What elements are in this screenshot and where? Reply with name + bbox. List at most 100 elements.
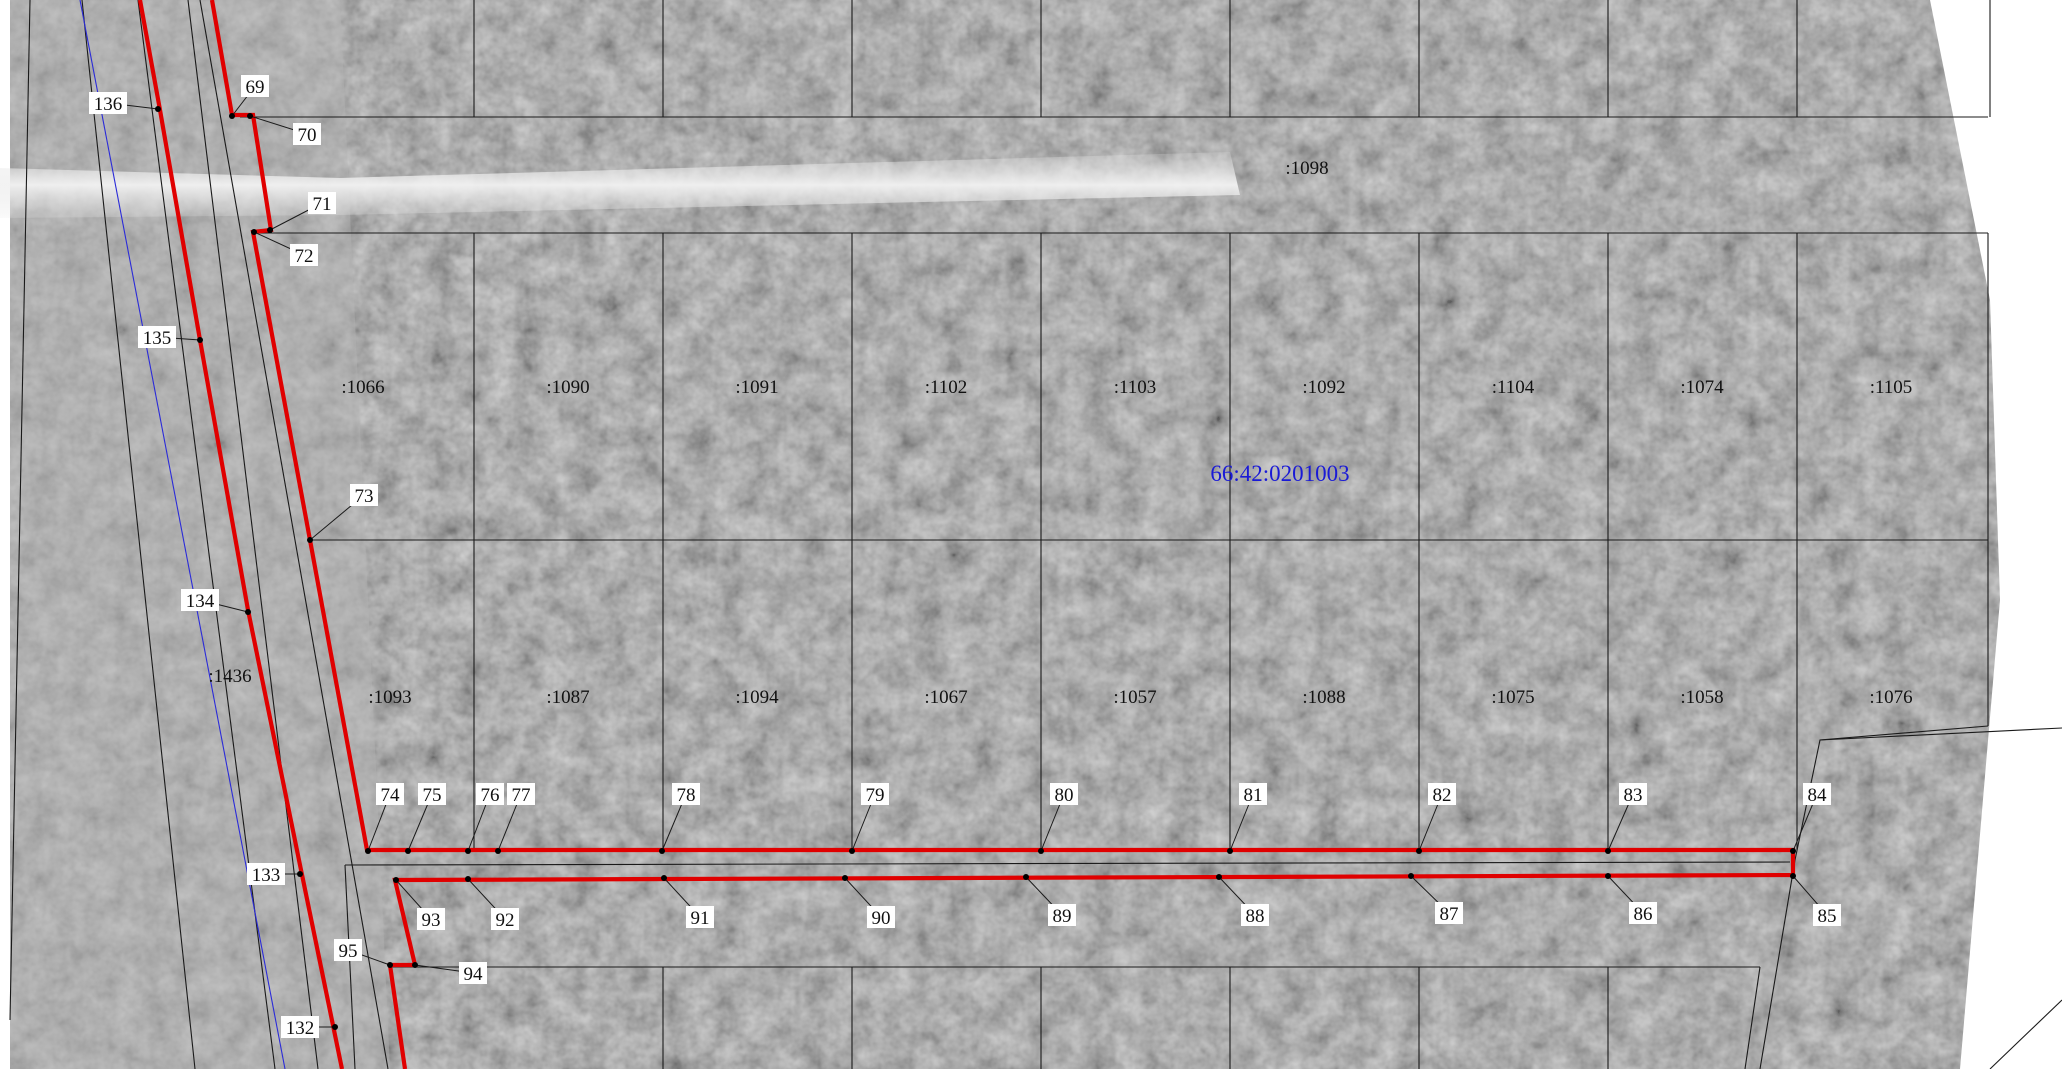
point-label: 85 [1818, 906, 1837, 927]
point-dot [1416, 848, 1422, 854]
point-marker: 73 [307, 484, 378, 543]
point-marker: 88 [1216, 874, 1269, 927]
point-marker: 76 [465, 783, 504, 854]
parcel-label: :1091 [735, 377, 778, 398]
point-label-box [1050, 783, 1078, 805]
point-marker: 70 [247, 113, 321, 146]
point-marker: 69 [229, 75, 269, 119]
parcel-label: :1436 [208, 666, 251, 687]
parcel-label: :1074 [1680, 377, 1724, 398]
point-marker: 136 [89, 92, 161, 115]
point-dot [1408, 873, 1414, 879]
point-marker: 71 [267, 192, 336, 233]
point-label-box [1239, 783, 1267, 805]
point-label-box [350, 484, 378, 506]
point-dot [155, 106, 161, 112]
parcel-label: :1087 [546, 687, 589, 708]
point-marker: 80 [1038, 783, 1078, 854]
point-dot [849, 848, 855, 854]
point-marker: 93 [393, 877, 445, 931]
point-label: 136 [94, 94, 123, 115]
point-dot [365, 848, 371, 854]
point-dot [659, 848, 665, 854]
block-number: 66:42:0201003 [1210, 461, 1349, 486]
point-label: 75 [423, 785, 442, 806]
point-label: 132 [286, 1018, 315, 1039]
point-marker: 75 [405, 783, 446, 854]
parcel-label: :1093 [368, 687, 411, 708]
point-label: 77 [512, 785, 531, 806]
point-marker: 87 [1408, 873, 1463, 925]
parcel-lines [240, 0, 2062, 1069]
point-label: 88 [1246, 906, 1265, 927]
point-dot [245, 609, 251, 615]
point-dot [387, 962, 393, 968]
point-dot [197, 337, 203, 343]
boundary-west-line [137, 0, 345, 1069]
point-marker: 78 [659, 783, 700, 854]
point-label: 80 [1055, 785, 1074, 806]
point-marker: 94 [412, 962, 487, 985]
point-marker: 72 [251, 229, 318, 267]
point-label: 83 [1624, 785, 1643, 806]
point-dot [251, 229, 257, 235]
point-label-box [281, 1016, 319, 1038]
axis-line [79, 0, 286, 1069]
parcel-label: :1092 [1302, 377, 1345, 398]
point-dot [1790, 848, 1796, 854]
point-marker: 79 [849, 783, 889, 854]
road-lines [9, 0, 1791, 1069]
parcel-label: :1058 [1680, 687, 1723, 708]
point-dot [1605, 873, 1611, 879]
point-label: 78 [677, 785, 696, 806]
point-label: 84 [1808, 785, 1828, 806]
point-label: 79 [866, 785, 885, 806]
point-label-box [507, 783, 535, 805]
parcel-label: :1094 [735, 687, 779, 708]
point-label: 135 [143, 328, 172, 349]
point-label-box [1803, 783, 1831, 805]
point-marker: 133 [247, 863, 303, 886]
point-dot [465, 848, 471, 854]
point-dot [661, 875, 667, 881]
point-label-box [1428, 783, 1456, 805]
point-label-box [686, 906, 714, 928]
point-label-box [1813, 904, 1841, 926]
point-dot [297, 871, 303, 877]
point-label: 87 [1440, 904, 1459, 925]
point-marker: 92 [465, 876, 519, 931]
point-marker: 132 [281, 1016, 338, 1039]
point-label-box [138, 326, 176, 348]
point-dot [495, 848, 501, 854]
point-label: 69 [246, 77, 265, 98]
point-dot [1023, 874, 1029, 880]
parcel-label: :1076 [1869, 687, 1912, 708]
point-marker: 90 [842, 875, 895, 929]
point-label: 94 [464, 964, 484, 985]
point-label-box [1241, 904, 1269, 926]
parcel-label: :1098 [1285, 158, 1328, 179]
point-label: 93 [422, 910, 441, 931]
point-label-box [241, 75, 269, 97]
point-label-box [867, 906, 895, 928]
parcel-label: :1057 [1113, 687, 1156, 708]
parcel-label: :1104 [1492, 377, 1535, 398]
point-marker: 135 [138, 326, 203, 349]
point-label: 92 [496, 910, 515, 931]
point-label-box [247, 863, 285, 885]
point-label-box [181, 589, 219, 611]
point-label-box [476, 783, 504, 805]
point-dot [247, 113, 253, 119]
point-marker: 91 [661, 875, 714, 929]
point-label: 133 [252, 865, 281, 886]
point-dot [267, 227, 273, 233]
point-markers: 69 70 71 72 73 74 75 76 77 78 79 80 81 8… [89, 75, 1841, 1039]
point-label-box [290, 244, 318, 266]
parcel-label: :1102 [925, 377, 968, 398]
parcel-label: :1088 [1302, 687, 1345, 708]
point-label: 90 [872, 908, 891, 929]
point-label-box [1048, 904, 1076, 926]
point-label-box [334, 939, 362, 961]
point-label-box [861, 783, 889, 805]
